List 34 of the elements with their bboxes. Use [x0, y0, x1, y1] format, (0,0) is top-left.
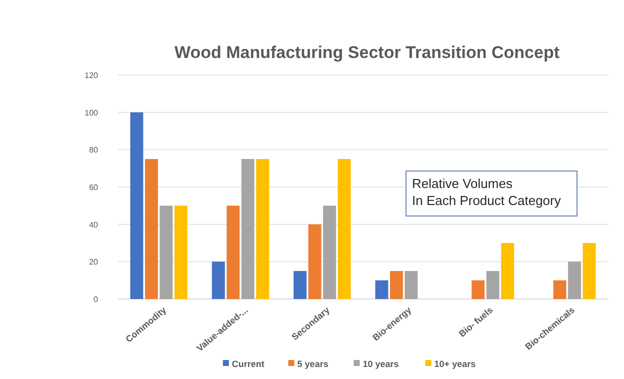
bar [472, 280, 485, 299]
chart-title: Wood Manufacturing Sector Transition Concept [174, 43, 560, 62]
bar [553, 280, 566, 299]
bar [338, 159, 351, 299]
bar [323, 206, 336, 299]
bar [501, 243, 514, 299]
y-tick-label: 40 [89, 220, 99, 230]
y-tick-label: 100 [84, 108, 99, 118]
legend-label: 5 years [297, 359, 328, 369]
legend-label: 10+ years [434, 359, 476, 369]
legend-label: Current [232, 359, 264, 369]
bar [404, 271, 418, 299]
bar [212, 262, 225, 299]
bar [241, 159, 254, 299]
bar [226, 206, 240, 299]
legend-label: 10 years [362, 359, 399, 369]
bar [294, 271, 307, 299]
bar [582, 243, 596, 299]
bar [390, 271, 403, 299]
bar [486, 271, 500, 299]
y-tick-label: 60 [89, 183, 99, 192]
y-tick-label: 120 [84, 71, 99, 80]
bar [256, 159, 270, 299]
bar [160, 206, 173, 299]
bar [308, 224, 322, 299]
bar [375, 280, 388, 299]
bar [568, 262, 582, 299]
bar [130, 112, 144, 299]
y-tick-label: 80 [89, 146, 99, 155]
y-tick-label: 0 [94, 295, 99, 304]
bar [174, 206, 188, 299]
bar [144, 159, 158, 299]
y-tick-label: 20 [89, 258, 99, 267]
annotation: Relative Volumes In Each Product Category [412, 176, 562, 208]
